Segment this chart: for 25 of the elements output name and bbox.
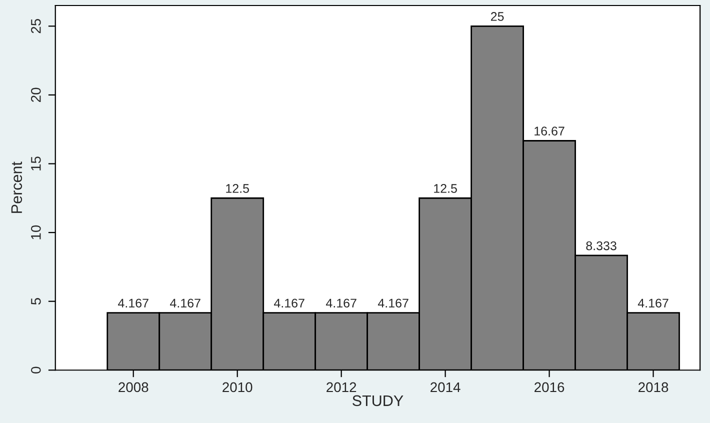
x-tick-label: 2008 (118, 382, 148, 392)
y-tick-label: 5 (31, 298, 41, 305)
y-tick-label: 10 (30, 225, 41, 240)
x-tick-label: 2014 (430, 382, 460, 392)
x-tick-label: 2016 (534, 382, 564, 392)
data-label: 4.167 (638, 298, 668, 308)
y-tick-label: 15 (31, 156, 41, 170)
data-label: 4.167 (170, 298, 200, 308)
data-label: 4.167 (274, 298, 304, 308)
data-label: 4.167 (326, 298, 356, 308)
data-label: 25 (490, 12, 504, 21)
x-tick-label: 2018 (638, 382, 668, 392)
y-axis-title: Percent (11, 162, 22, 213)
data-label: 16.67 (534, 126, 564, 136)
data-label: 12.5 (226, 184, 249, 193)
y-tick-label: 0 (30, 366, 41, 374)
x-tick-label: 2012 (326, 382, 356, 392)
data-label: 4.167 (378, 298, 408, 308)
data-label: 12.5 (434, 184, 457, 193)
y-tick-label: 20 (30, 88, 41, 102)
data-label: 8.333 (586, 241, 616, 250)
y-tick-label: 25 (30, 18, 41, 34)
x-axis-title: STUDY (352, 395, 404, 406)
data-label: 4.167 (118, 298, 148, 308)
x-tick-label: 2010 (222, 382, 252, 392)
